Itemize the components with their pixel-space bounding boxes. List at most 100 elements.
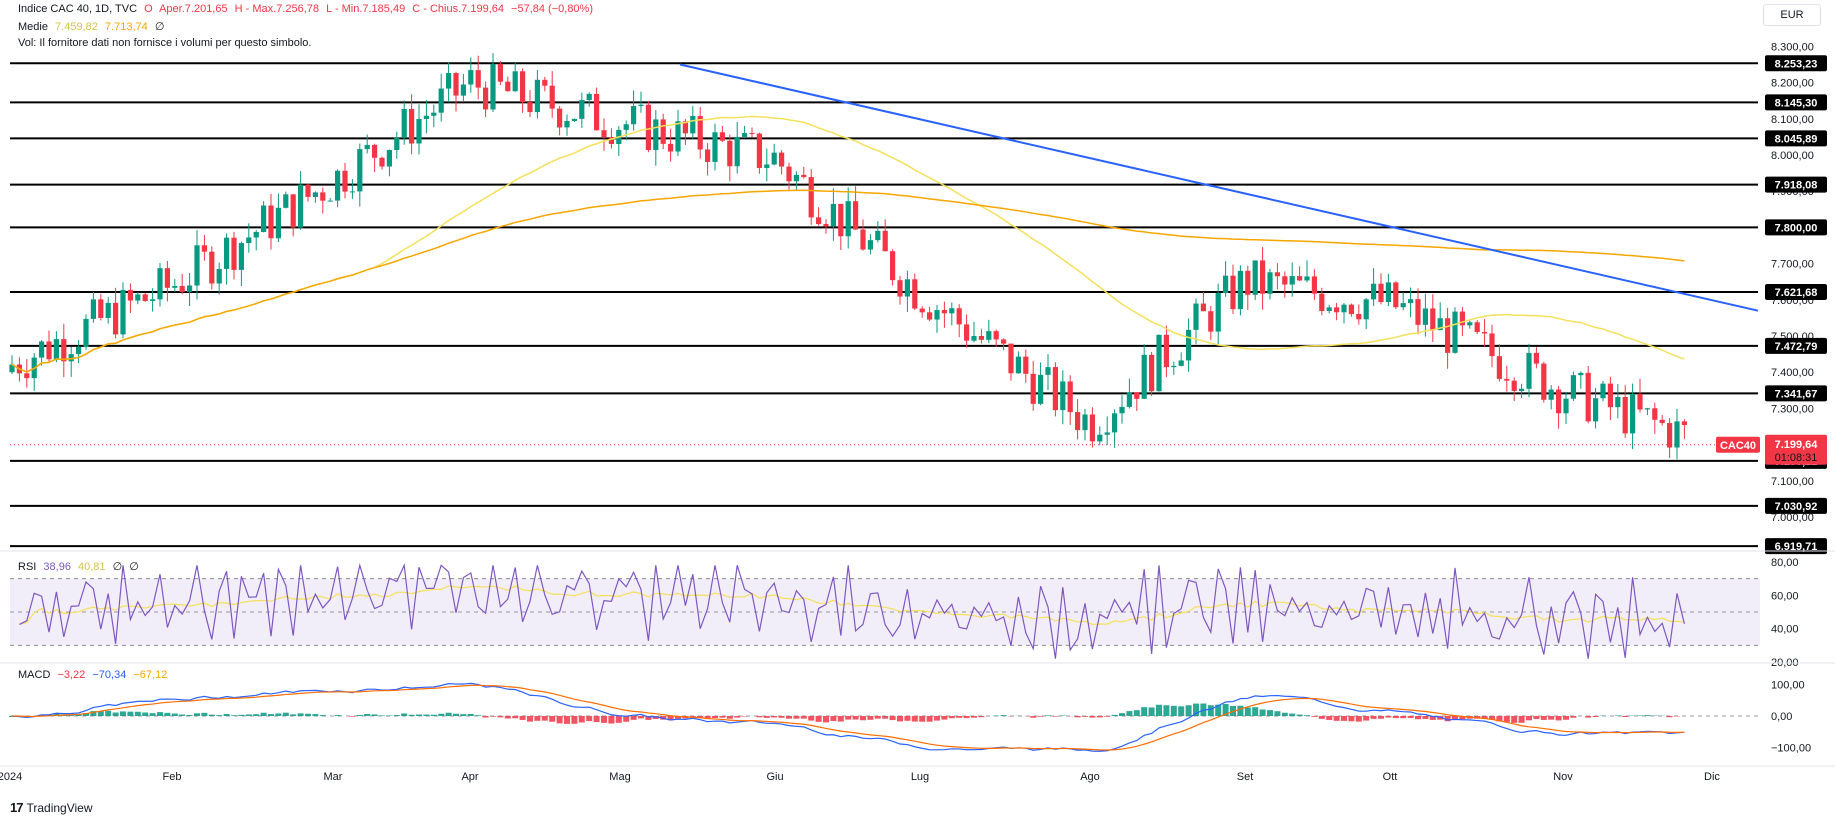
macd-histogram-bar: [1429, 716, 1436, 720]
candle-body: [9, 364, 15, 373]
candle: [1023, 349, 1029, 383]
candle-body: [1385, 282, 1391, 303]
macd-histogram-bar: [564, 716, 570, 724]
candle-body: [601, 130, 607, 138]
currency-button[interactable]: EUR: [1763, 4, 1821, 26]
macd-signal-value: −67,12: [133, 669, 168, 681]
macd-histogram-bar: [978, 716, 985, 718]
candle: [1348, 303, 1354, 317]
candle: [39, 340, 45, 366]
candle-body: [771, 152, 777, 165]
candle-body: [1260, 260, 1266, 294]
macd-histogram-bar: [186, 715, 193, 716]
candle-body: [53, 339, 59, 360]
macd-histogram-bar: [1363, 716, 1370, 721]
candle: [534, 70, 540, 119]
candle: [483, 81, 489, 118]
macd-histogram-bar: [1563, 716, 1569, 720]
macd-histogram-bar: [889, 716, 896, 721]
candle-body: [978, 335, 984, 340]
candle: [749, 127, 755, 138]
macd-histogram-bar: [194, 713, 200, 716]
rsi-tick: 40,00: [1771, 624, 1799, 636]
candle-body: [120, 289, 126, 335]
candle-body: [90, 299, 96, 319]
candle: [1171, 361, 1177, 375]
macd-histogram-bar: [1030, 716, 1037, 718]
candle-body: [1023, 356, 1029, 374]
candle: [1112, 409, 1118, 448]
candle-body: [1104, 432, 1110, 435]
candle-body: [1045, 367, 1051, 375]
candle-body: [253, 231, 259, 238]
candle: [764, 148, 770, 182]
level-label: 7.621,68: [1775, 287, 1818, 299]
macd-histogram-bar: [593, 716, 600, 723]
candle: [1156, 334, 1162, 392]
candle: [24, 359, 30, 388]
candle: [875, 221, 881, 243]
macd-histogram-bar: [356, 714, 363, 716]
rsi-line: [19, 562, 1685, 659]
candle-body: [372, 144, 378, 158]
candle-body: [1593, 398, 1599, 422]
candle-body: [1556, 389, 1562, 414]
moving-averages: [11, 115, 1685, 373]
macd-histogram-bar: [1622, 716, 1629, 717]
macd-histogram-bar: [1178, 706, 1185, 716]
candle: [379, 156, 385, 170]
rsi-legend[interactable]: RSI 38,96 40,81 ∅ ∅: [18, 560, 143, 573]
time-tick: Set: [1237, 771, 1254, 783]
candle: [401, 100, 407, 145]
level-badge: [1765, 497, 1827, 514]
candle-body: [1319, 293, 1325, 312]
candle: [1082, 408, 1088, 441]
candle: [941, 301, 947, 328]
time-tick: Feb: [163, 771, 182, 783]
macd-histogram-bar: [120, 711, 126, 716]
candle-body: [24, 373, 30, 379]
candle-body: [1415, 299, 1421, 325]
candle-body: [127, 289, 133, 301]
trendline[interactable]: [679, 63, 1759, 312]
candle: [1319, 287, 1325, 316]
macd-histogram-bar: [1289, 713, 1296, 716]
candle-body: [1371, 283, 1377, 300]
candle-body: [201, 245, 207, 252]
macd-histogram-bar: [364, 713, 371, 716]
ohlc-change: −57,84 (−0,80%): [511, 3, 593, 15]
macd-histogram-bar: [1378, 716, 1384, 719]
candle-body: [838, 203, 844, 237]
ma-legend[interactable]: Medie 7.459,82 7.713,74 ∅: [18, 20, 168, 33]
level-badge: [1765, 94, 1827, 111]
candle: [934, 304, 940, 333]
candle-body: [993, 331, 999, 340]
candle-body: [1356, 314, 1362, 320]
ma-fast-value: 7.459,82: [55, 21, 98, 33]
macd-histogram-bar: [926, 716, 933, 722]
macd-legend[interactable]: MACD −3,22 −70,34 −67,12: [18, 669, 171, 681]
macd-histogram-bar: [1666, 716, 1673, 718]
macd-hist-value: −3,22: [57, 669, 86, 681]
candle-body: [1363, 299, 1369, 320]
ohlc-close: C - Chius.7.199,64: [412, 3, 504, 15]
candle: [1400, 292, 1406, 311]
candle-body: [468, 70, 474, 85]
candle-body: [727, 140, 733, 167]
candle-body: [845, 201, 851, 237]
candle: [564, 114, 570, 136]
macd-tick: 100,00: [1771, 680, 1805, 692]
candle-body: [1637, 393, 1643, 410]
macd-histogram-bar: [149, 713, 156, 716]
candle-body: [1489, 333, 1495, 357]
candle: [505, 76, 511, 92]
candle-body: [956, 308, 962, 325]
candle: [1215, 283, 1221, 345]
candle-body: [549, 85, 555, 109]
symbol-title[interactable]: Indice CAC 40, 1D, TVC: [18, 3, 138, 15]
candle: [1422, 293, 1428, 337]
time-tick: Mag: [609, 771, 630, 783]
candle: [216, 262, 222, 295]
candle: [1119, 395, 1125, 424]
